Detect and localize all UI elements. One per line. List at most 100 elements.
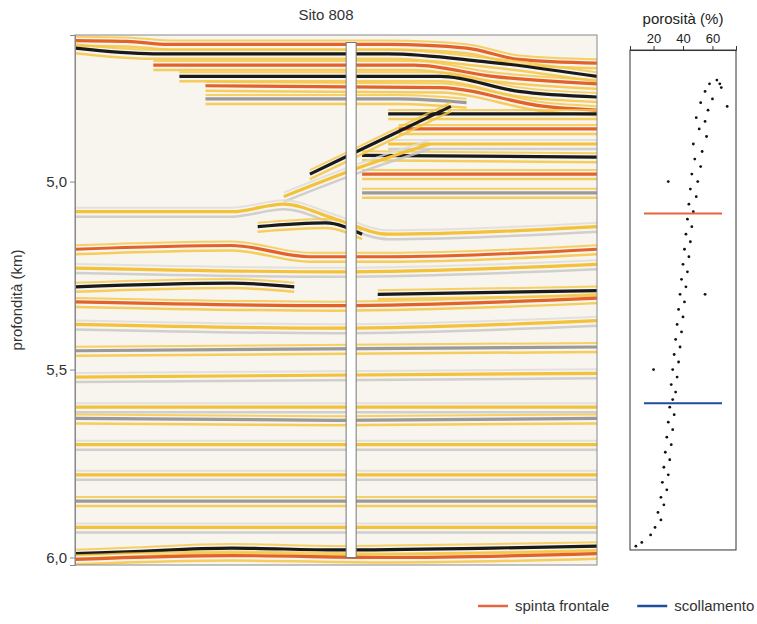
point (704, 120, 707, 123)
legend: spinta frontalescollamento (478, 597, 754, 614)
point (665, 436, 668, 439)
reflector (206, 86, 598, 110)
marker-line (644, 402, 722, 404)
reflector-halo (362, 197, 597, 200)
point (676, 323, 679, 326)
point (699, 101, 702, 104)
reflector (75, 496, 597, 498)
reflector (75, 245, 597, 256)
reflector (362, 172, 597, 175)
reflector (75, 321, 597, 329)
reflector (75, 526, 597, 529)
point (689, 240, 692, 243)
point (683, 300, 686, 303)
point (667, 473, 670, 476)
tick-label: 5,0 (46, 173, 67, 190)
point (654, 526, 657, 529)
tick-mark (654, 46, 655, 50)
plot-background (75, 35, 597, 565)
point (718, 82, 721, 85)
reflector-halo (75, 352, 597, 356)
reflector (362, 169, 597, 171)
reflector (388, 109, 597, 111)
reflector (75, 37, 597, 60)
tick-mark (683, 46, 684, 50)
tick-mark (70, 557, 75, 558)
reflector-halo (284, 149, 430, 202)
axis-line (631, 46, 737, 51)
tick-mark (712, 46, 713, 50)
tick: 6,0 (46, 549, 75, 566)
axis-title: porosità (%) (643, 10, 724, 27)
axis-title: profondità (km) (8, 250, 25, 351)
reflector (75, 440, 597, 442)
reflector-halo (75, 423, 597, 425)
reflector (388, 112, 597, 115)
point (640, 541, 643, 544)
point (649, 534, 652, 537)
reflector (75, 470, 597, 472)
point (685, 285, 688, 288)
tick-label: 20 (647, 31, 661, 46)
reflector (75, 554, 597, 560)
point (679, 346, 682, 349)
legend-swatch (478, 605, 508, 608)
point (671, 368, 674, 371)
tick-label: 40 (676, 31, 690, 46)
reflector-halo (75, 531, 597, 534)
reflector-halo (75, 505, 597, 508)
reflector-halo (75, 209, 597, 239)
point (720, 86, 723, 89)
point (695, 116, 698, 119)
point (662, 503, 665, 506)
point (660, 496, 663, 499)
point (671, 428, 674, 431)
porosity-points (634, 79, 728, 548)
point (686, 270, 689, 273)
point (662, 466, 665, 469)
point (634, 545, 637, 548)
point (664, 451, 667, 454)
point (689, 188, 692, 191)
point (695, 195, 698, 198)
reflector (378, 291, 597, 295)
point (676, 376, 679, 379)
reflector (75, 499, 597, 502)
reflector (75, 414, 597, 416)
tick: 40 (676, 31, 690, 50)
tick-label: 5,5 (46, 361, 67, 378)
point (680, 278, 683, 281)
plot-frame (75, 35, 597, 565)
point (708, 82, 711, 85)
tick: 60 (706, 31, 720, 50)
reflector (75, 522, 597, 524)
plot-frame (630, 50, 736, 550)
reflector (284, 140, 430, 193)
point (677, 308, 680, 311)
tick: 20 (647, 31, 661, 50)
point (679, 293, 682, 296)
reflector (75, 264, 597, 272)
reflector (75, 402, 597, 404)
reflector-halo (75, 378, 597, 382)
tick-label: 6,0 (46, 549, 67, 566)
reflector-halo (362, 178, 597, 181)
reflector-halo (75, 288, 294, 292)
reflector-halo (75, 559, 597, 565)
point (680, 331, 683, 334)
point (707, 109, 710, 112)
reflector (75, 44, 597, 72)
point (715, 79, 718, 82)
reflector-halo (206, 104, 467, 108)
point (652, 368, 655, 371)
point (711, 98, 714, 101)
reflector (206, 99, 467, 103)
point (660, 518, 663, 521)
point (705, 135, 708, 138)
y-axis: 5,0 5,5 6,0 (46, 36, 75, 566)
chart: 5,05,56,0profondità (km)Sito 808204060po… (0, 0, 757, 624)
point (673, 353, 676, 356)
point (673, 413, 676, 416)
point (726, 105, 729, 108)
point (690, 225, 693, 228)
